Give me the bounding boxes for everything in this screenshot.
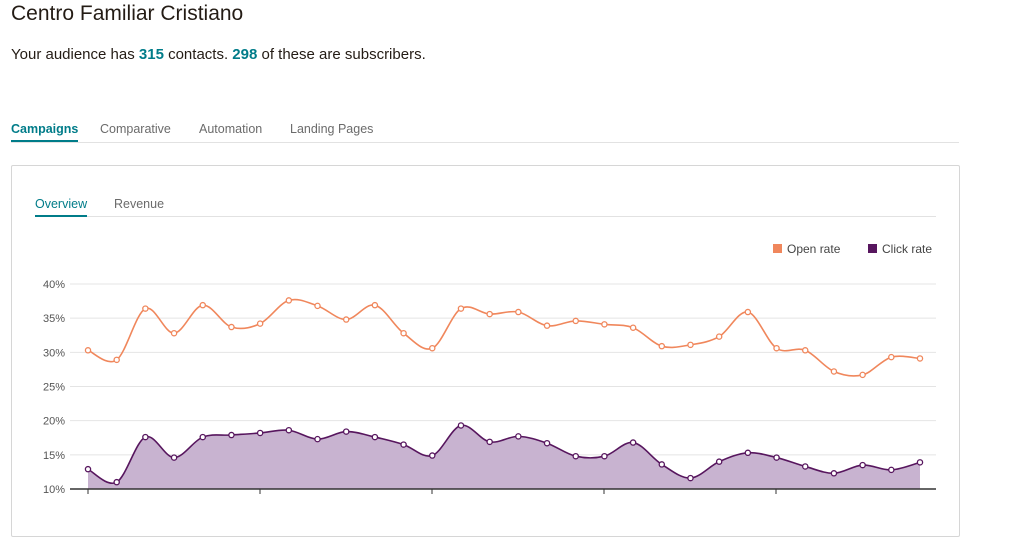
open-rate-point xyxy=(314,302,321,310)
click-rate-point xyxy=(142,433,149,441)
subscribers-count: 298 xyxy=(232,46,258,63)
tab-automation[interactable]: Automation xyxy=(199,122,263,136)
open-rate-point xyxy=(916,355,924,362)
y-tick-label: 40% xyxy=(43,279,65,291)
open-rate-point xyxy=(228,323,235,331)
y-tick-label: 20% xyxy=(43,416,65,428)
summary-mid: contacts. xyxy=(163,46,233,63)
click-rate-point xyxy=(199,433,207,441)
click-rate-point xyxy=(486,438,493,446)
legend-label-open: Open rate xyxy=(787,242,841,256)
open-rate-point xyxy=(658,342,666,350)
click-rate-point xyxy=(773,454,780,461)
y-tick-label: 35% xyxy=(43,313,65,325)
open-rate-point xyxy=(342,316,350,323)
open-rate-point xyxy=(113,356,120,364)
click-rate-point xyxy=(170,454,178,461)
open-rate-point xyxy=(285,297,293,304)
subtab-overview[interactable]: Overview xyxy=(35,197,88,217)
open-rate-point xyxy=(773,344,780,352)
open-rate-point xyxy=(371,301,379,309)
click-rate-point xyxy=(572,452,579,460)
open-rate-point xyxy=(572,317,579,325)
click-rate-point xyxy=(285,426,293,434)
click-rate-point xyxy=(515,433,522,440)
y-tick-label: 10% xyxy=(43,484,65,496)
click-rate-point xyxy=(629,439,637,446)
click-rate-point xyxy=(371,433,379,441)
open-rate-point xyxy=(199,301,207,309)
click-rate-point xyxy=(830,470,838,477)
open-rate-point xyxy=(715,333,723,340)
open-rate-point xyxy=(543,322,551,329)
tab-comparative[interactable]: Comparative xyxy=(100,122,171,136)
click-rate-point xyxy=(916,459,924,466)
click-rate-area xyxy=(88,425,920,489)
click-rate-point xyxy=(859,461,866,469)
open-rate-point xyxy=(601,321,608,328)
y-tick-label: 15% xyxy=(43,450,65,462)
open-rate-point xyxy=(170,329,178,337)
open-rate-point xyxy=(744,308,752,316)
click-rate-point xyxy=(429,452,436,459)
audience-title: Centro Familiar Cristiano xyxy=(11,2,244,25)
legend-swatch-click xyxy=(868,244,877,253)
click-rate-point xyxy=(84,465,92,473)
click-rate-point xyxy=(601,452,608,460)
open-rate-point xyxy=(457,305,465,312)
click-rate-point xyxy=(543,439,551,447)
click-rate-point xyxy=(658,461,666,468)
open-rate-point xyxy=(888,353,895,361)
tab-campaigns[interactable]: Campaigns xyxy=(11,122,79,142)
click-rate-point xyxy=(715,458,723,465)
open-rate-point xyxy=(256,320,264,327)
click-rate-point xyxy=(314,435,321,443)
click-rate-point xyxy=(256,429,264,437)
y-tick-label: 30% xyxy=(43,347,65,359)
click-rate-point xyxy=(457,422,465,429)
open-rate-point xyxy=(142,305,149,312)
y-tick-label: 25% xyxy=(43,382,65,394)
open-rate-point xyxy=(515,308,522,316)
click-rate-point xyxy=(400,441,407,448)
open-rate-point xyxy=(429,344,436,352)
tab-landing-pages[interactable]: Landing Pages xyxy=(290,122,374,136)
open-rate-point xyxy=(486,310,493,318)
open-rate-line xyxy=(87,298,921,377)
legend-label-click: Click rate xyxy=(882,242,932,256)
open-rate-point xyxy=(830,368,838,375)
contacts-count: 315 xyxy=(138,46,164,63)
open-rate-point xyxy=(84,347,92,354)
report-tabs: Campaigns Comparative Automation Landing… xyxy=(11,120,959,143)
summary-prefix: Your audience has xyxy=(11,46,139,63)
click-rate-point xyxy=(687,474,694,482)
audience-summary: Your audience has 315 contacts. 298 of t… xyxy=(11,46,426,63)
open-rate-point xyxy=(801,347,809,354)
click-rate-point xyxy=(113,478,120,486)
open-rate-point xyxy=(687,341,694,349)
open-rate-point xyxy=(400,329,407,337)
click-rate-point xyxy=(888,466,895,474)
open-rate-point xyxy=(859,371,866,379)
rate-chart: 40% 35% 30% 25% 20% 15% 10% Open rate Click rate xyxy=(43,242,936,496)
click-rate-point xyxy=(342,428,350,435)
subtab-revenue[interactable]: Revenue xyxy=(114,197,165,211)
summary-suffix: of these are subscribers. xyxy=(257,46,426,63)
legend-swatch-open xyxy=(773,244,782,253)
chart-subtabs: Overview Revenue xyxy=(35,196,936,217)
open-rate-point xyxy=(629,324,637,331)
click-rate-point xyxy=(744,449,752,457)
click-rate-point xyxy=(801,463,809,470)
click-rate-point xyxy=(228,431,235,439)
